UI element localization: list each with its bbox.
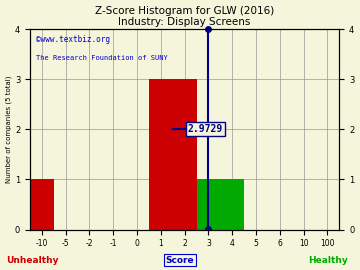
Text: Healthy: Healthy <box>308 256 347 265</box>
Bar <box>30 180 54 230</box>
Text: ©www.textbiz.org: ©www.textbiz.org <box>36 35 110 44</box>
Text: Unhealthy: Unhealthy <box>6 256 59 265</box>
Text: Score: Score <box>166 256 194 265</box>
Y-axis label: Number of companies (5 total): Number of companies (5 total) <box>5 76 12 183</box>
Bar <box>149 79 197 230</box>
Bar <box>197 180 244 230</box>
Title: Z-Score Histogram for GLW (2016)
Industry: Display Screens: Z-Score Histogram for GLW (2016) Industr… <box>95 6 274 27</box>
Text: The Research Foundation of SUNY: The Research Foundation of SUNY <box>36 55 168 61</box>
Text: 2.9729: 2.9729 <box>188 124 223 134</box>
